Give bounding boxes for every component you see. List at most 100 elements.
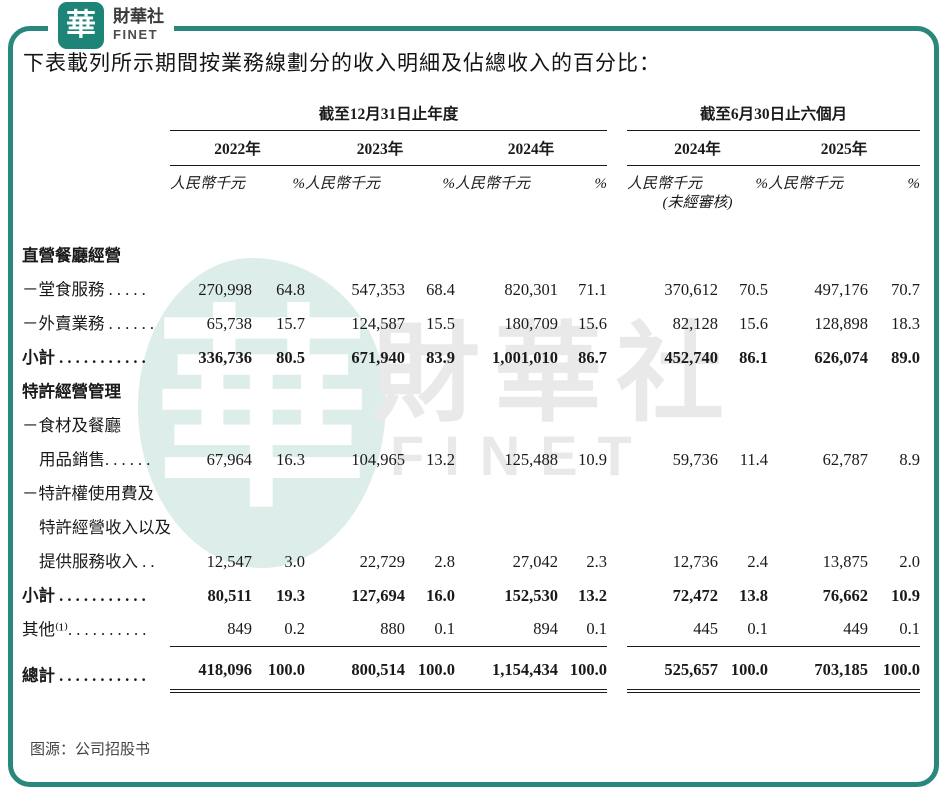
unit-note-unaudited: (未經審核): [662, 195, 733, 211]
amount-value: 82,128: [672, 314, 719, 333]
unit-label: 人民幣千元: [627, 176, 703, 192]
pct-value: 16.0: [426, 586, 455, 605]
pct-value: 0.1: [405, 613, 455, 647]
pct-value: 2.0: [899, 552, 921, 571]
header-spacer: [22, 131, 170, 166]
table-header: 截至12月31日止年度 截至6月30日止六個月 2022年 2023年 2024…: [22, 100, 921, 213]
amount-value: 125,488: [504, 450, 558, 469]
pct-value: 100.0: [405, 647, 455, 693]
amount-value: 59,736: [672, 450, 719, 469]
row-label: 小計 . . . . . . . . . . .: [22, 586, 146, 605]
amount-value: 152,530: [504, 586, 558, 605]
page-title: 下表載列所示期間按業務線劃分的收入明細及佔總收入的百分比：: [23, 51, 661, 75]
pct-value: 83.9: [426, 348, 455, 367]
unit-header-2025: 人民幣千元%: [768, 166, 920, 213]
amount-value: 128,898: [814, 314, 869, 333]
unit-header-2024: 人民幣千元%: [455, 166, 607, 213]
amount-value: 703,185: [768, 647, 869, 693]
row-label: －食材及餐廳 用品銷售. . . . . .: [22, 416, 151, 469]
row-label: －特許權使用費及 特許經營收入以及 提供服務收入 . .: [22, 484, 171, 571]
unit-header-2022: 人民幣千元%: [170, 166, 305, 213]
table-row: 其他⁽¹⁾. . . . . . . . . . 849 0.2 880 0.1 894 0…: [22, 613, 921, 647]
pct-label: %: [594, 176, 608, 192]
header-spacer: [22, 100, 170, 131]
watermark-seal-glyph: 華: [154, 293, 370, 533]
period-group-interim: 截至6月30日止六個月: [607, 100, 921, 131]
table-row: －堂食服務 . . . . . 270,998 64.8 547,353 68.4 820…: [22, 273, 920, 307]
section-label: 直營餐廳經營: [22, 246, 121, 265]
amount-value: 370,612: [664, 280, 719, 299]
amount-value: 849: [170, 613, 252, 647]
pct-value: 68.4: [426, 280, 455, 299]
logo-name: 財華社: [113, 7, 164, 27]
unit-label: 人民幣千元: [768, 176, 844, 192]
pct-label: %: [292, 176, 306, 192]
pct-value: 19.3: [276, 586, 305, 605]
pct-value: 64.8: [276, 280, 305, 299]
logo-subname: FINET: [113, 27, 159, 43]
amount-value: 671,940: [351, 348, 405, 367]
pct-value: 70.5: [739, 280, 769, 299]
pct-value: 15.7: [276, 314, 305, 333]
table-body: 直營餐廳經營 －堂食服務 . . . . . 270,998 64.8 547,353 6…: [22, 213, 921, 693]
amount-value: 22,729: [359, 552, 405, 571]
amount-value: 104,965: [351, 450, 405, 469]
table-row: －外賣業務 . . . . . . 65,738 15.7 124,587 15.5 18…: [22, 307, 920, 341]
row-label: 總計 . . . . . . . . . . .: [22, 666, 146, 685]
pct-value: 16.3: [276, 450, 305, 469]
amount-value: 72,472: [672, 586, 719, 605]
amount-value: 62,787: [822, 450, 869, 469]
unit-label: 人民幣千元: [170, 176, 246, 192]
pct-label: %: [442, 176, 456, 192]
pct-value: 100.0: [868, 647, 921, 693]
section-label: 特許經營管理: [22, 382, 121, 401]
amount-value: 270,998: [198, 280, 252, 299]
revenue-table-wrap: 截至12月31日止年度 截至6月30日止六個月 2022年 2023年 2024…: [22, 100, 921, 693]
pct-value: 13.8: [739, 586, 769, 605]
unit-header-2024-interim: 人民幣千元% (未經審核): [607, 166, 768, 213]
amount-value: 1,001,010: [492, 348, 558, 367]
logo-text: 財華社 FINET: [113, 8, 164, 42]
amount-value: 418,096: [170, 647, 252, 693]
pct-value: 11.4: [739, 450, 769, 469]
year-2023: 2023年: [305, 131, 455, 166]
table-row: 總計 . . . . . . . . . . . 418,096 100.0 800,…: [22, 647, 921, 693]
year-2025: 2025年: [768, 131, 921, 166]
pct-value: 13.2: [426, 450, 455, 469]
amount-value: 127,694: [351, 586, 405, 605]
pct-value: 89.0: [891, 348, 921, 367]
amount-value: 626,074: [814, 348, 869, 367]
amount-value: 27,042: [512, 552, 558, 571]
amount-value: 76,662: [822, 586, 869, 605]
amount-value: 80,511: [207, 586, 252, 605]
pct-value: 15.6: [578, 314, 608, 333]
revenue-table: 截至12月31日止年度 截至6月30日止六個月 2022年 2023年 2024…: [22, 100, 921, 693]
row-label: 其他⁽¹⁾. . . . . . . . . .: [22, 620, 147, 639]
header-spacer: [22, 166, 170, 213]
pct-value: 18.3: [891, 314, 921, 333]
year-2022: 2022年: [170, 131, 305, 166]
pct-value: 10.9: [578, 450, 608, 469]
finet-logo-icon: 華: [58, 2, 104, 49]
year-2024-interim: 2024年: [607, 131, 769, 166]
pct-value: 0.1: [868, 613, 921, 647]
pct-value: 70.7: [891, 280, 921, 299]
amount-value: 1,154,434: [455, 647, 558, 693]
table-row: －食材及餐廳 用品銷售. . . . . . 67,964 16.3 104,965 13…: [22, 409, 920, 477]
pct-value: 2.4: [747, 552, 769, 571]
section-row: 特許經營管理: [22, 375, 920, 409]
amount-value: 336,736: [198, 348, 252, 367]
amount-value: 547,353: [351, 280, 405, 299]
pct-label: %: [755, 176, 769, 192]
year-header-row: 2022年 2023年 2024年 2024年 2025年: [22, 131, 921, 166]
pct-value: 100.0: [718, 647, 769, 693]
pct-value: 15.6: [739, 314, 769, 333]
group-interim-label: 截至6月30日止六個月: [627, 104, 921, 131]
pct-label: %: [907, 176, 921, 192]
pct-value: 0.1: [558, 613, 608, 647]
pct-value: 2.8: [434, 552, 455, 571]
amount-value: 13,875: [822, 552, 869, 571]
amount-value: 894: [455, 613, 558, 647]
amount-value: 12,736: [672, 552, 719, 571]
